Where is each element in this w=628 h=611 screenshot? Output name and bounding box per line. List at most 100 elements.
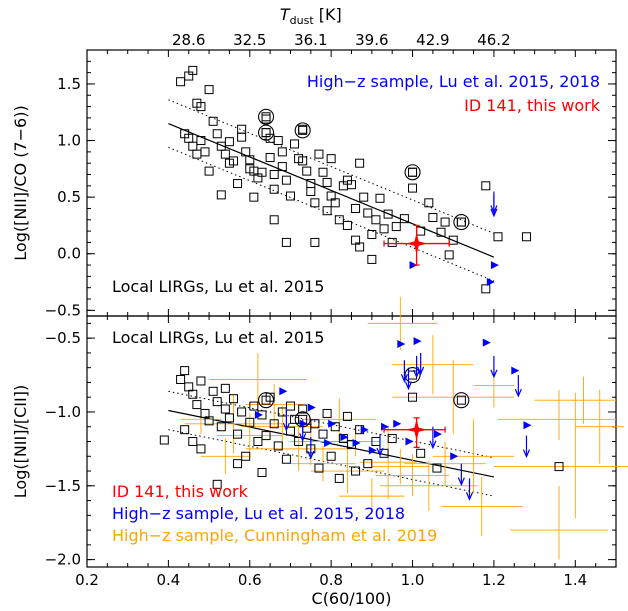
highz-arrowhead — [376, 447, 384, 457]
local-lirg-circle — [453, 214, 470, 231]
local-lirg-point — [245, 155, 255, 165]
local-lirg-point — [212, 129, 222, 139]
top-axis-title: Tdust [K] — [280, 5, 342, 27]
highz-lower-limit-marker — [340, 433, 349, 442]
highz-lower-limit-marker — [409, 261, 418, 270]
x-tick-label: 0.8 — [319, 571, 343, 589]
local-lirg-point — [192, 149, 202, 159]
highz-lower-limit-marker — [328, 419, 337, 428]
local-lirg-point — [351, 203, 361, 213]
top-tick-label: 36.1 — [294, 31, 327, 49]
local-lirg-point — [281, 175, 291, 185]
local-lirg-point — [212, 397, 222, 407]
top-axis-title-symbol: T — [280, 5, 291, 24]
highz-arrowhead — [429, 440, 437, 450]
x-tick-label: 1.4 — [563, 571, 587, 589]
local-lirg-point — [269, 184, 279, 194]
local-lirg-point — [188, 437, 198, 446]
local-lirg-point — [277, 162, 287, 172]
local-lirg-point — [204, 416, 214, 426]
fit-band-upper — [168, 390, 495, 459]
local-lirg-point — [367, 230, 377, 240]
local-lirg-point — [436, 227, 446, 237]
local-lirg-point — [176, 77, 186, 87]
local-lirg-point — [310, 237, 320, 247]
local-lirg-point — [387, 434, 397, 444]
local-lirg-point — [241, 451, 251, 461]
panel-top-nii-co: −0.5 0.0 0.5 1.0 1.5 Log([NII]/CO (7−6)) High−… — [11, 49, 617, 319]
fit-line — [168, 123, 495, 258]
id141-star — [405, 418, 428, 441]
local-lirg-point — [379, 224, 389, 234]
local-lirg-point — [416, 448, 426, 458]
highz-lower-limit-marker — [523, 421, 532, 430]
highz-lower-limit-marker — [360, 425, 369, 434]
x-axis: 0.2 0.4 0.6 0.8 1.0 1.2 1.4 C(60/100) — [75, 571, 587, 608]
local-lirg-point — [180, 425, 190, 435]
top-axis: 28.6 32.5 36.1 39.6 42.9 46.2 Tdust [K] — [172, 5, 511, 49]
highz-arrowhead — [307, 450, 315, 460]
local-lirg-circle — [257, 108, 275, 125]
local-lirg-point — [228, 394, 238, 404]
local-lirg-point — [224, 413, 234, 423]
local-lirg-point — [310, 419, 320, 429]
local-lirg-point — [387, 237, 397, 247]
local-lirg-point — [322, 206, 332, 216]
local-lirg-point — [269, 170, 279, 180]
highz-lower-limit-marker — [433, 430, 442, 439]
local-lirg-point — [261, 114, 271, 124]
local-lirg-point — [180, 366, 190, 376]
local-lirg-point — [188, 141, 198, 151]
local-lirg-point — [188, 389, 198, 399]
local-lirg-point — [196, 376, 206, 386]
local-lirg-point — [298, 125, 308, 135]
local-lirg-point — [269, 215, 279, 225]
y-tick-label: 1.5 — [57, 75, 81, 93]
local-lirg-point — [322, 408, 332, 418]
highz-lower-limit-marker — [486, 278, 495, 287]
local-lirg-point — [212, 479, 222, 489]
local-lirg-point — [176, 374, 186, 384]
x-axis-title: C(60/100) — [312, 589, 392, 608]
highz-lower-limit-marker — [511, 366, 520, 375]
local-lirg-point — [196, 444, 206, 454]
highz-lower-limit-marker — [490, 261, 499, 270]
y-axis-title: Log([NII]/CO (7−6)) — [11, 105, 30, 260]
highz-arrowhead — [413, 369, 421, 379]
local-lirg-circle — [404, 164, 421, 181]
local-lirg-point — [359, 192, 369, 202]
local-lirg-point — [306, 186, 316, 196]
top-tick-label: 28.6 — [172, 31, 205, 49]
y-tick-label: −1.5 — [45, 477, 81, 495]
local-lirg-point — [261, 431, 271, 441]
top-axis-title-unit: [K] — [314, 5, 342, 24]
highz-arrowhead — [522, 449, 531, 459]
local-lirg-point — [237, 132, 247, 142]
id141-star — [405, 232, 428, 255]
local-lirg-point — [521, 232, 531, 242]
local-lirg-point — [224, 137, 234, 147]
local-lirg-point — [383, 209, 393, 219]
highz-lower-limit-marker — [393, 419, 402, 428]
local-lirg-point — [440, 217, 450, 227]
local-lirg-point — [481, 181, 491, 191]
highz-arrowhead — [417, 366, 425, 376]
y-tick-label: −2.0 — [45, 551, 81, 569]
local-lirg-point — [314, 149, 324, 159]
x-tick-label: 1.2 — [482, 571, 506, 589]
local-lirg-point — [273, 136, 283, 146]
local-lirg-point — [554, 462, 564, 472]
local-lirg-point — [375, 193, 385, 203]
top-tick-label: 32.5 — [233, 31, 266, 49]
local-lirg-point — [196, 102, 206, 112]
y-tick-label: 0.0 — [57, 245, 81, 263]
local-lirg-point — [257, 167, 267, 177]
y-tick-label: −0.5 — [45, 329, 81, 347]
local-lirg-point — [347, 180, 356, 190]
local-lirg-point — [245, 417, 255, 427]
x-tick-label: 0.2 — [75, 571, 99, 589]
local-lirg-point — [200, 408, 210, 418]
local-lirg-point — [220, 149, 230, 159]
local-lirg-point — [281, 237, 291, 247]
local-lirg-point — [261, 128, 271, 138]
